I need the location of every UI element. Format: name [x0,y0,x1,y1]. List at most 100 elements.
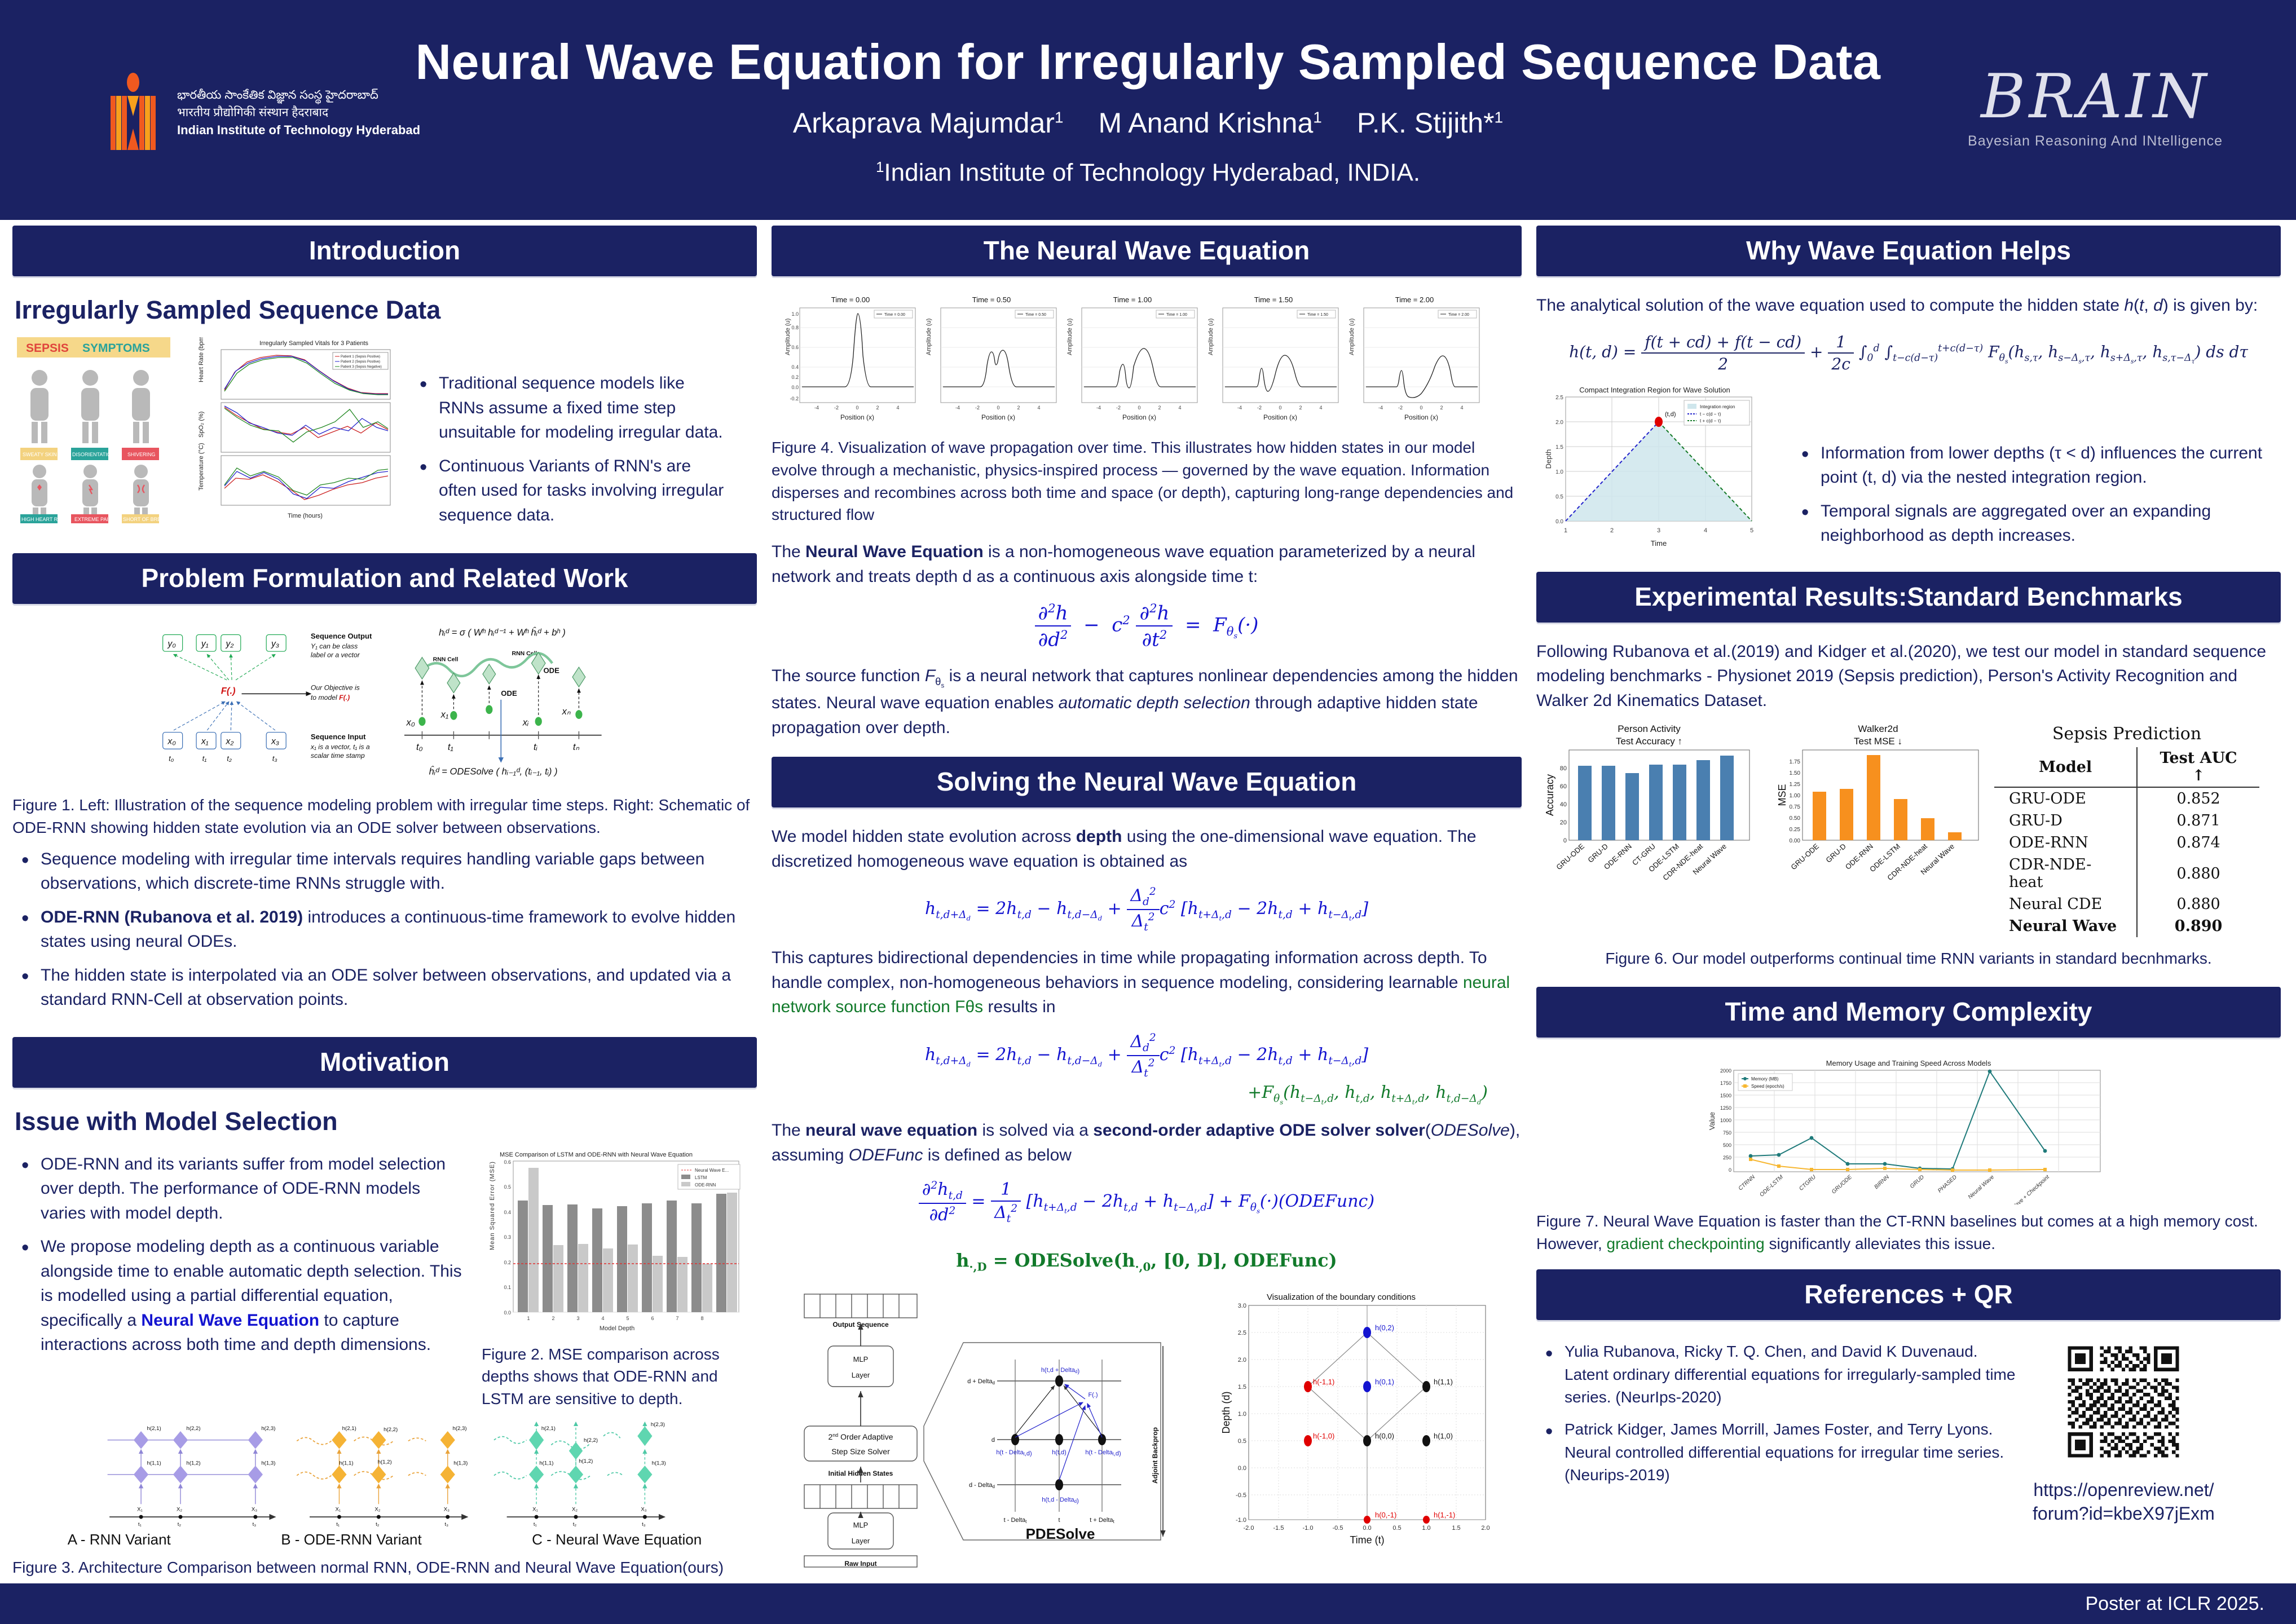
qr-code-icon[interactable] [2064,1343,2183,1462]
problem-bullet-2: ODE-RNN (Rubanova et al. 2019) introduce… [18,903,757,954]
svg-text:h(1,1): h(1,1) [147,1460,161,1466]
neural-wave-paragraph-2: The source function Fθs is a neural netw… [772,666,1518,737]
svg-text:h(1,3): h(1,3) [453,1460,468,1466]
figure-2-caption: Figure 2. MSE comparison across depths s… [482,1345,720,1408]
intro-subhead: Irregularly Sampled Sequence Data [15,295,441,324]
seq-output-title: Sequence Output [311,632,372,640]
svg-text:h(2,1): h(2,1) [342,1426,356,1432]
person-activity-ylabel: Accuracy [1544,774,1555,816]
solving-bold-solver: second-order adaptive ODE solver [1093,1121,1371,1140]
automatic-depth-selection-italic: automatic depth selection [1058,694,1250,713]
svg-text:t₀: t₀ [169,754,174,762]
sepsis-label-5: EXTREME PAIN [74,517,112,522]
svg-text:y₁: y₁ [201,639,209,648]
svg-text:2: 2 [1017,405,1020,411]
reference-item-2: Patrick Kidger, James Morrill, James Fos… [1542,1416,2016,1487]
solving-paragraph-2: This captures bidirectional dependencies… [772,948,1510,1017]
sepsis-label-1: SWEATY SKIN [23,452,57,457]
svg-text:Time = 2.00: Time = 2.00 [1448,313,1469,317]
brain-wordmark: BRAIN [1981,61,2210,132]
why-row: Compact Integration Region for Wave Solu… [1536,385,2281,557]
neural-wave-paragraph-1: The Neural Wave Equation is a non-homoge… [772,542,1475,586]
svg-text:0.5: 0.5 [1238,1438,1246,1445]
svg-text:scalar time stamp: scalar time stamp [311,752,365,760]
svg-text:1.5: 1.5 [1452,1525,1460,1532]
fig4-panel-title-4: Time = 1.50 [1254,295,1293,304]
svg-text:MLP: MLP [853,1355,869,1363]
node-label-top: h(t,d + Deltad) [1041,1367,1079,1375]
svg-text:0: 0 [1420,405,1422,411]
intro-content-row: SEPSIS SYMPTOMS SWEATY SKIN DISORIENT [12,337,757,536]
sepsis-label-2: DISORIENTATION [72,452,114,457]
figure-2-chart: MSE Comparison of LSTM and ODE-RNN with … [489,1151,741,1332]
svg-text:1: 1 [1564,527,1567,534]
affiliation: 1Indian Institute of Technology Hyderaba… [875,158,1421,187]
svg-text:h(2,1): h(2,1) [147,1426,161,1432]
section-header-complexity: Time and Memory Complexity [1536,986,2281,1038]
svg-text:750: 750 [1723,1130,1731,1136]
svg-text:0.5: 0.5 [1392,1525,1401,1532]
svg-text:h(2,3): h(2,3) [651,1422,665,1428]
openreview-url[interactable]: https://openreview.net/ forum?id=kbeX97j… [2033,1480,2215,1524]
iit-line-hindi: भारतीय प्रौद्योगिकी संस्थान हैदराबाद [177,105,329,119]
svg-text:x₁: x₁ [201,737,209,747]
sepsis-table-title: Sepsis Prediction [2052,724,2202,744]
integration-xlabel: Time [1651,539,1667,548]
svg-text:4: 4 [1460,405,1463,411]
neural-wave-equation: ∂2h ∂d2 − c2 ∂2h ∂t2 = Fθs(·) [772,601,1522,651]
svg-text:X₁: X₁ [532,1507,538,1513]
memory-ylabel: Value [1708,1112,1716,1130]
fig2-legend: Neural Wave E... LSTM ODE-RNN [677,1164,741,1190]
svg-text:t₁: t₁ [448,742,453,752]
sepsis-col-auc: Test AUC ↑ [2136,747,2259,788]
svg-text:ODE: ODE [543,667,559,675]
svg-text:t: t [1058,1517,1060,1524]
section-header-problem: Problem Formulation and Related Work [12,553,757,604]
svg-text:Amplitude (u): Amplitude (u) [1208,319,1214,355]
svg-text:h(2,3): h(2,3) [452,1426,466,1432]
fig3-label-a: A - RNN Variant [67,1531,171,1548]
svg-text:Position (x): Position (x) [981,413,1015,421]
svg-text:1250: 1250 [1720,1105,1731,1111]
svg-text:0.00: 0.00 [1790,838,1801,844]
svg-text:-2: -2 [975,405,980,411]
svg-text:2: 2 [552,1316,554,1321]
svg-text:h(2,2): h(2,2) [186,1426,200,1432]
reference-item-1: Yulia Rubanova, Ricky T. Q. Chen, and Da… [1542,1339,2016,1409]
svg-text:60: 60 [1560,783,1567,790]
svg-text:-4: -4 [814,405,819,411]
figure-3-panel-labels: A - RNN Variant B - ODE-RNN Variant C - … [12,1531,757,1548]
page-title: Neural Wave Equation for Irregularly Sam… [415,33,1881,90]
svg-text:BIRNN: BIRNN [1874,1173,1891,1190]
person-activity-title-1: Person Activity [1618,723,1681,734]
svg-text:Time = 1.50: Time = 1.50 [1307,313,1328,317]
svg-text:Neural Wave E...: Neural Wave E... [695,1168,729,1173]
svg-text:-4: -4 [1378,405,1383,411]
svg-text:Position (x): Position (x) [1263,413,1297,421]
section-header-neural-wave: The Neural Wave Equation [772,226,1522,276]
svg-text:ODE-RNN: ODE-RNN [695,1182,716,1188]
svg-text:Patient 2 (Sepsis Positive): Patient 2 (Sepsis Positive) [341,360,380,364]
svg-text:0: 0 [1563,837,1567,844]
svg-text:t₂: t₂ [376,1521,380,1528]
intro-bullet-list: Traditional sequence models like RNNs as… [416,369,732,536]
figure-4-wave-panels: Time = 0.00 Time = 0.50 Time = 1.00 Time… [785,295,1480,421]
sepsis-label-3: SHIVERING [127,452,156,457]
section-header-references: References + QR [1536,1269,2281,1321]
svg-text:h(1,2): h(1,2) [378,1459,392,1466]
motivation-row: ODE-RNN and its variants suffer from mod… [12,1149,757,1410]
intro-bullet-2: Continuous Variants of RNN's are often u… [416,452,732,528]
motivation-highlight: Neural Wave Equation [141,1310,320,1330]
right-column: Why Wave Equation Helps The analytical s… [1536,226,2281,1579]
solving-bold-nwe: neural wave equation [805,1121,978,1140]
solving-green-source-fn: neural network source function Fθs [772,973,1510,1017]
fig3-label-b: B - ODE-RNN Variant [281,1531,422,1548]
poster-footer: Poster at ICLR 2025. [0,1583,2296,1624]
svg-text:y₂: y₂ [226,639,234,648]
svg-text:0.50: 0.50 [1790,815,1801,822]
svg-text:h(-1,1): h(-1,1) [1313,1378,1334,1386]
svg-text:to model F(.): to model F(.) [311,694,350,701]
svg-text:80: 80 [1560,765,1567,772]
svg-text:PHASED: PHASED [1937,1174,1958,1194]
node-label-left: h(t - Deltat,d) [996,1449,1032,1457]
